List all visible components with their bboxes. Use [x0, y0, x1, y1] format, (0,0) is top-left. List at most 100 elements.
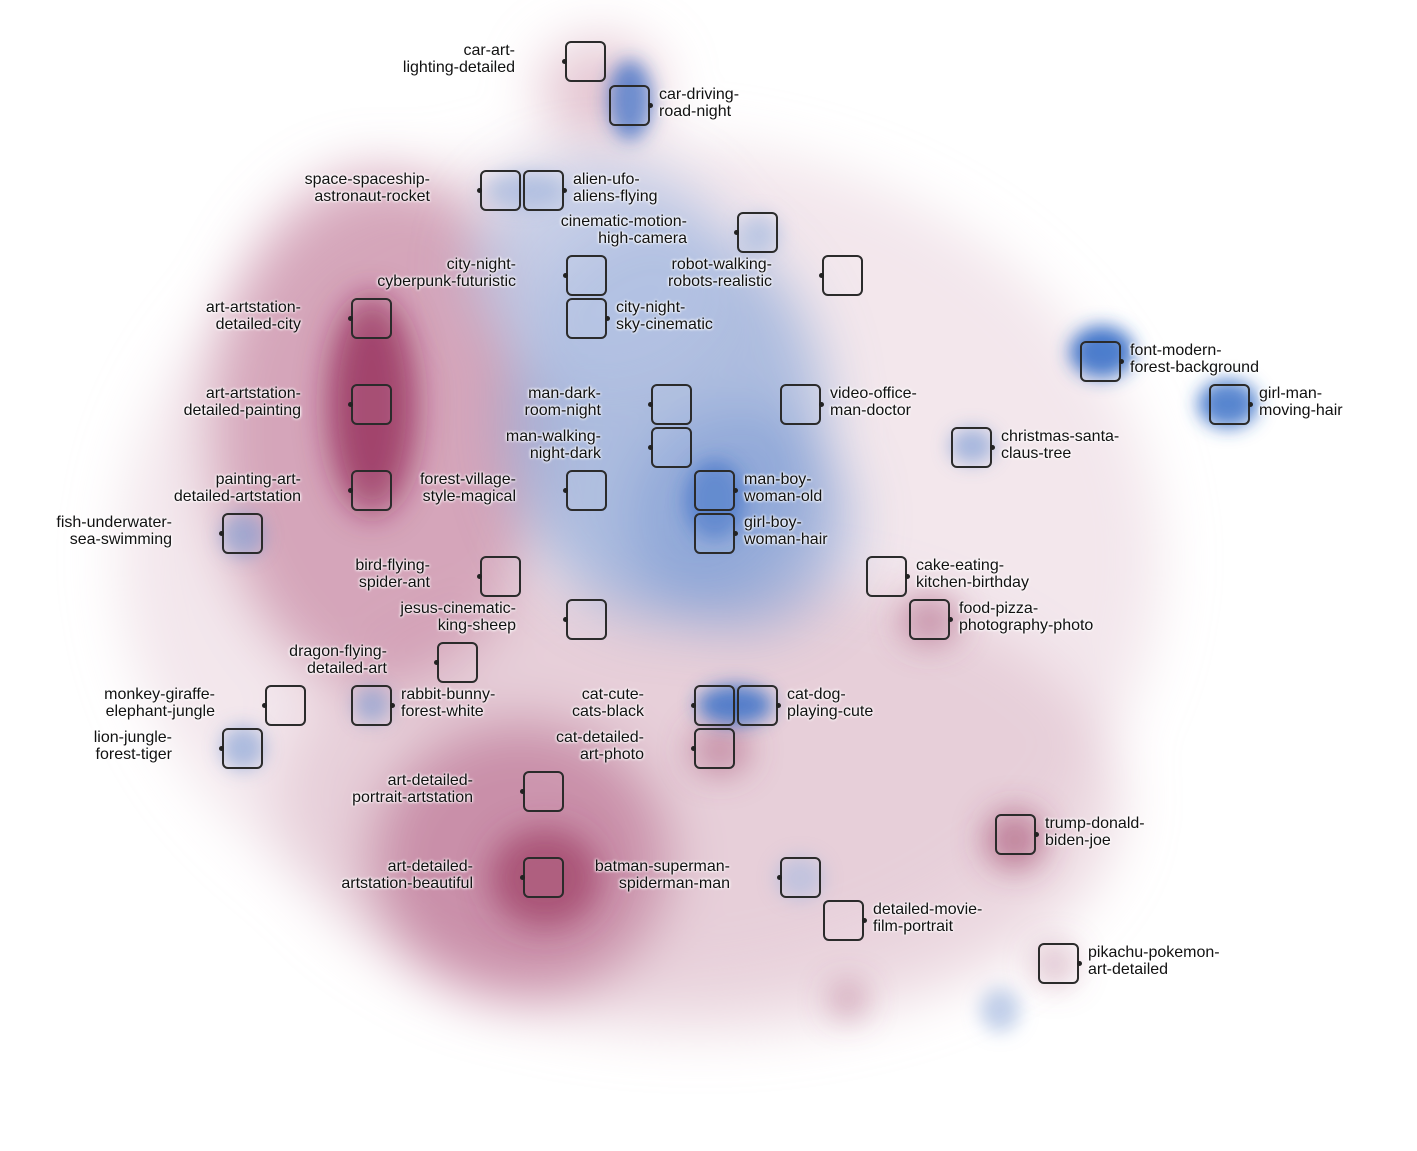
anchor-dot — [776, 703, 781, 708]
cluster-tile[interactable] — [823, 900, 864, 941]
anchor-dot — [648, 103, 653, 108]
cluster-label: rabbit-bunny-forest-white — [401, 686, 495, 720]
cluster-label-line-2: film-portrait — [873, 918, 954, 935]
anchor-dot — [563, 488, 568, 493]
cluster-label: art-artstation-detailed-city — [206, 299, 301, 333]
anchor-dot — [562, 188, 567, 193]
cluster-label-line-2: moving-hair — [1259, 402, 1343, 419]
anchor-dot — [734, 230, 739, 235]
cluster-label-line-2: sky-cinematic — [616, 316, 713, 333]
cluster-label: girl-man-moving-hair — [1259, 385, 1343, 419]
cluster-label-line-1: rabbit-bunny- — [401, 686, 496, 703]
cluster-tile[interactable] — [694, 685, 735, 726]
cluster-tile[interactable] — [265, 685, 306, 726]
cluster-tile[interactable] — [351, 470, 392, 511]
cluster-tile[interactable] — [694, 470, 735, 511]
cluster-tile[interactable] — [480, 556, 521, 597]
cluster-label-line-2: art-photo — [579, 746, 644, 763]
cluster-label-line-2: king-sheep — [437, 617, 516, 634]
blue-density-layer — [470, 160, 850, 630]
cluster-label-line-1: jesus-cinematic- — [400, 600, 516, 617]
cluster-tile[interactable] — [222, 728, 263, 769]
cluster-label-line-1: dragon-flying- — [289, 643, 387, 660]
cluster-tile[interactable] — [222, 513, 263, 554]
cluster-tile[interactable] — [651, 427, 692, 468]
cluster-tile[interactable] — [523, 857, 564, 898]
red-density-core — [327, 295, 1075, 1018]
cluster-label: cinematic-motion-high-camera — [561, 213, 687, 247]
cluster-label-line-2: road-night — [659, 103, 732, 120]
cluster-tile[interactable] — [694, 728, 735, 769]
cluster-tile[interactable] — [995, 814, 1036, 855]
cluster-tile[interactable] — [523, 170, 564, 211]
cluster-label-line-2: forest-tiger — [95, 746, 172, 763]
anchor-dot — [520, 875, 525, 880]
cluster-label-line-2: biden-joe — [1045, 832, 1111, 849]
cluster-tile[interactable] — [566, 470, 607, 511]
cluster-tile[interactable] — [351, 685, 392, 726]
cluster-tile[interactable] — [609, 85, 650, 126]
cluster-label-line-1: city-night- — [616, 299, 686, 316]
cluster-label-line-1: man-dark- — [528, 385, 601, 402]
cluster-tile[interactable] — [1209, 384, 1250, 425]
anchor-dot — [348, 488, 353, 493]
cluster-label-line-1: girl-boy- — [744, 514, 802, 531]
cluster-label-line-2: detailed-painting — [183, 402, 301, 419]
cluster-tile[interactable] — [1080, 341, 1121, 382]
anchor-dot — [691, 746, 696, 751]
cluster-label-line-2: spiderman-man — [618, 875, 730, 892]
cluster-label-line-2: detailed-city — [215, 316, 301, 333]
cluster-tile[interactable] — [1038, 943, 1079, 984]
anchor-dot — [1034, 832, 1039, 837]
cluster-label-line-2: detailed-art — [306, 660, 387, 677]
cluster-tile[interactable] — [737, 212, 778, 253]
cluster-label-line-1: robot-walking- — [671, 256, 772, 273]
anchor-dot — [777, 875, 782, 880]
cluster-tile[interactable] — [566, 298, 607, 339]
cluster-label-line-2: sea-swimming — [69, 531, 172, 548]
cluster-tile[interactable] — [351, 298, 392, 339]
cluster-label-line-1: man-boy- — [744, 471, 812, 488]
cluster-label-line-1: space-spaceship- — [304, 171, 430, 188]
cluster-tile[interactable] — [780, 857, 821, 898]
cluster-label-line-2: woman-old — [744, 488, 823, 505]
cluster-tile[interactable] — [651, 384, 692, 425]
cluster-label: pikachu-pokemon-art-detailed — [1088, 944, 1220, 978]
cluster-label-line-1: pikachu-pokemon- — [1088, 944, 1220, 961]
cluster-label-line-1: bird-flying- — [355, 557, 430, 574]
anchor-dot — [862, 918, 867, 923]
anchor-dot — [477, 574, 482, 579]
anchor-dot — [434, 660, 439, 665]
cluster-tile[interactable] — [566, 599, 607, 640]
cluster-label: cat-dog-playing-cute — [787, 686, 873, 720]
cluster-tile[interactable] — [951, 427, 992, 468]
cluster-label: trump-donald-biden-joe — [1045, 815, 1145, 849]
cluster-tile[interactable] — [480, 170, 521, 211]
cluster-tile[interactable] — [523, 771, 564, 812]
cluster-label-line-2: woman-hair — [744, 531, 828, 548]
anchor-dot — [691, 703, 696, 708]
cluster-label-line-2: cyberpunk-futuristic — [377, 273, 516, 290]
cluster-label-line-2: art-detailed — [1088, 961, 1169, 978]
anchor-dot — [905, 574, 910, 579]
cluster-label-line-1: detailed-movie- — [873, 901, 983, 918]
anchor-dot — [219, 531, 224, 536]
cluster-tile[interactable] — [909, 599, 950, 640]
cluster-tile[interactable] — [351, 384, 392, 425]
cluster-tile[interactable] — [694, 513, 735, 554]
cluster-tile[interactable] — [780, 384, 821, 425]
cluster-label-line-1: cake-eating- — [916, 557, 1005, 574]
cluster-tile[interactable] — [866, 556, 907, 597]
cluster-tile[interactable] — [822, 255, 863, 296]
cluster-label-line-1: art-detailed- — [387, 858, 473, 875]
anchor-dot — [733, 488, 738, 493]
cluster-tile[interactable] — [737, 685, 778, 726]
cluster-tile[interactable] — [565, 41, 606, 82]
blue-density-core — [221, 60, 1258, 1032]
cluster-label-line-2: forest-white — [401, 703, 484, 720]
anchor-dot — [605, 316, 610, 321]
cluster-label-line-1: art-artstation- — [205, 299, 301, 316]
cluster-tile[interactable] — [437, 642, 478, 683]
cluster-tile[interactable] — [566, 255, 607, 296]
